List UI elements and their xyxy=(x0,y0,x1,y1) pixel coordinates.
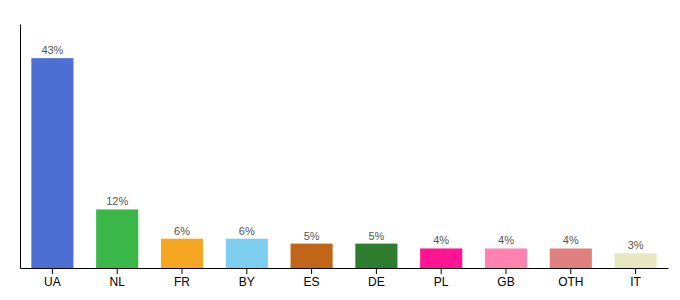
chart: UANLFRBYESDEPLGBOTHIT43%12%6%6%5%5%4%4%4… xyxy=(0,0,680,300)
x-tick-label: NL xyxy=(110,275,126,289)
bar xyxy=(420,248,462,268)
data-label: 4% xyxy=(563,234,579,246)
bar xyxy=(550,248,592,268)
bar xyxy=(226,239,268,268)
x-tick-label: IT xyxy=(630,275,641,289)
x-tick-mark xyxy=(117,268,118,274)
x-tick-label: OTH xyxy=(558,275,583,289)
bar xyxy=(485,248,527,268)
bar xyxy=(291,244,333,268)
x-tick-label: DE xyxy=(368,275,385,289)
x-tick-mark xyxy=(182,268,183,274)
data-label: 6% xyxy=(239,225,255,237)
x-tick-label: GB xyxy=(497,275,514,289)
x-tick-mark xyxy=(570,268,571,274)
bar xyxy=(31,58,73,268)
data-label: 3% xyxy=(628,239,644,251)
x-tick-mark xyxy=(506,268,507,274)
data-label: 4% xyxy=(433,234,449,246)
x-tick: PL xyxy=(434,268,449,289)
plot: UANLFRBYESDEPLGBOTHIT43%12%6%6%5%5%4%4%4… xyxy=(21,25,669,289)
bar xyxy=(96,209,138,268)
bar xyxy=(615,253,657,268)
y-axis-line xyxy=(20,25,21,269)
x-tick-label: ES xyxy=(304,275,320,289)
x-tick-mark xyxy=(635,268,636,274)
data-label: 4% xyxy=(498,234,514,246)
data-label: 43% xyxy=(41,44,63,56)
data-labels: 43% 12% 6% 6% 5% 5% 4% 4% 4% 3% xyxy=(41,44,643,251)
x-tick: ES xyxy=(304,268,320,289)
x-tick-label: BY xyxy=(239,275,255,289)
bars xyxy=(31,58,656,268)
x-tick-mark xyxy=(376,268,377,274)
x-tick-mark xyxy=(441,268,442,274)
data-label: 5% xyxy=(368,230,384,242)
x-tick-label: FR xyxy=(174,275,190,289)
x-tick-mark xyxy=(52,268,53,274)
x-tick: IT xyxy=(630,268,641,289)
x-tick: GB xyxy=(497,268,514,289)
x-tick-label: PL xyxy=(434,275,449,289)
y-axis xyxy=(20,25,21,269)
x-tick-label: UA xyxy=(44,275,61,289)
x-axis: UA NL FR BY ES DE PL GB OTH IT xyxy=(21,268,669,289)
x-tick-mark xyxy=(246,268,247,274)
x-tick: NL xyxy=(110,268,126,289)
x-tick: OTH xyxy=(558,268,583,289)
x-tick: DE xyxy=(368,268,385,289)
x-tick: UA xyxy=(44,268,61,289)
data-label: 6% xyxy=(174,225,190,237)
bar xyxy=(161,239,203,268)
x-tick-mark xyxy=(311,268,312,274)
data-label: 5% xyxy=(304,230,320,242)
x-tick: FR xyxy=(174,268,190,289)
bar xyxy=(355,244,397,268)
data-label: 12% xyxy=(106,195,128,207)
x-tick: BY xyxy=(239,268,255,289)
